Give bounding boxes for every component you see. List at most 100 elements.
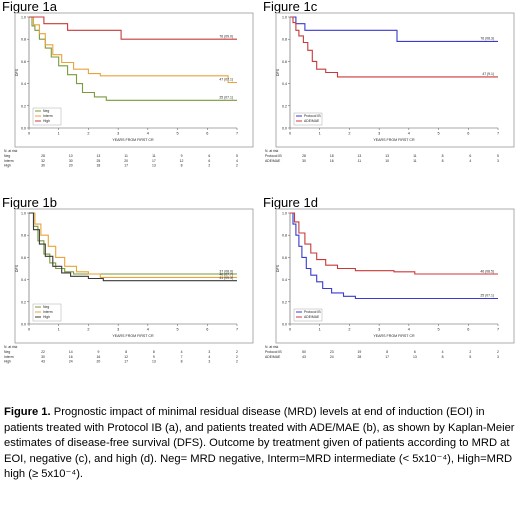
risk-table-cell: 20: [97, 360, 101, 364]
y-tick-label: 0.2: [282, 104, 287, 108]
x-tick-label: 0: [289, 328, 291, 332]
panel-title: Figure 1d: [263, 195, 318, 210]
risk-table-cell: 13: [385, 154, 389, 158]
series-end-label: 76 (09.0): [219, 34, 233, 38]
risk-table-cell: 8: [386, 350, 388, 354]
x-axis-label: YEARS FROM FIRST CR: [112, 334, 154, 338]
y-tick-label: 0.4: [21, 278, 26, 282]
risk-table-header: N. at risk: [4, 149, 18, 153]
x-tick-label: 3: [378, 328, 380, 332]
y-axis-label: DFS: [276, 68, 280, 76]
risk-table-cell: 4: [181, 350, 183, 354]
x-tick-label: 0: [28, 328, 30, 332]
risk-table-cell: 13: [152, 360, 156, 364]
risk-table-cell: 20: [124, 159, 128, 163]
panel-title: Figure 1a: [2, 0, 57, 14]
x-tick-label: 5: [438, 132, 440, 136]
series-end-label: 40 (07.7): [219, 273, 233, 277]
risk-table-cell: 9: [97, 350, 99, 354]
risk-table-cell: 17: [152, 159, 156, 163]
figure-1a-panel: Figure 1a 0.0 0.2 0.4 0.6 0.8 1.0 0 1 2 3 4 5 6 7 YEAR…: [2, 0, 258, 190]
risk-table-cell: 32: [41, 159, 45, 163]
x-tick-label: 1: [319, 328, 321, 332]
plot-frame: [14, 12, 254, 148]
x-tick-label: 4: [408, 328, 410, 332]
series-end-label: 47 (9.1): [482, 72, 494, 76]
risk-table-cell: 12: [180, 159, 184, 163]
panel-title: Figure 1c: [263, 0, 318, 14]
risk-table-cell: 24: [69, 360, 73, 364]
risk-table-row-label: Neg: [4, 154, 10, 158]
risk-table-header: N. at risk: [265, 149, 279, 153]
risk-table-cell: 16: [69, 355, 73, 359]
risk-table-cell: 8: [442, 355, 444, 359]
risk-table-cell: 24: [330, 355, 334, 359]
risk-table-cell: 13: [413, 355, 417, 359]
risk-table-cell: 6: [208, 154, 210, 158]
risk-table-cell: 13: [97, 154, 101, 158]
risk-table-cell: 30: [302, 159, 306, 163]
risk-table-row-label: High: [4, 360, 11, 364]
x-tick-label: 2: [87, 328, 89, 332]
x-tick-label: 2: [348, 132, 350, 136]
y-tick-label: 0.6: [282, 60, 287, 64]
km-curve-neg: [29, 212, 237, 275]
risk-table-cell: 3: [208, 360, 210, 364]
risk-table-row-label: High: [4, 164, 11, 168]
x-tick-label: 5: [438, 328, 440, 332]
figure-caption: Figure 1. Prognostic impact of minimal r…: [4, 405, 516, 483]
y-tick-label: 0.0: [21, 127, 26, 131]
risk-table-cell: 5: [497, 154, 499, 158]
x-tick-label: 7: [236, 132, 238, 136]
risk-table-cell: 3: [497, 355, 499, 359]
risk-table-row-label: Interm: [4, 159, 14, 163]
risk-table-row-label: ADE/MAE: [265, 159, 281, 163]
risk-table-cell: 43: [302, 355, 306, 359]
x-tick-label: 5: [177, 328, 179, 332]
y-tick-label: 0.4: [282, 278, 287, 282]
series-end-label: 46 (08.5): [480, 269, 494, 273]
risk-table-row-label: ADE/MAE: [265, 355, 281, 359]
km-curve-interm: [29, 16, 237, 84]
risk-table-cell: 7: [181, 355, 183, 359]
series-end-label: 41 (09.3): [219, 276, 233, 280]
km-chart-figure-1c: 0.0 0.2 0.4 0.6 0.8 1.0 0 1 2 3 4 5 6 7 YEARS FROM FIR…: [265, 12, 515, 163]
x-tick-label: 1: [58, 328, 60, 332]
plot-frame: [275, 12, 515, 148]
risk-table-cell: 6: [469, 154, 471, 158]
risk-table-cell: 6: [414, 350, 416, 354]
km-curve-protocol-ib: [290, 16, 498, 42]
risk-table-cell: 11: [413, 154, 417, 158]
legend-label: Interm: [43, 310, 53, 314]
legend-label: High: [43, 315, 50, 319]
x-tick-label: 1: [58, 132, 60, 136]
risk-table-cell: 11: [152, 154, 156, 158]
x-tick-label: 2: [87, 132, 89, 136]
risk-table-cell: 30: [41, 164, 45, 168]
km-curve-neg: [29, 16, 237, 101]
x-tick-label: 6: [206, 132, 208, 136]
legend-label: Interm: [43, 114, 53, 118]
risk-table-cell: 13: [358, 154, 362, 158]
y-tick-label: 0.2: [282, 300, 287, 304]
y-tick-label: 0.8: [21, 234, 26, 238]
x-tick-label: 3: [117, 132, 119, 136]
x-tick-label: 7: [497, 328, 499, 332]
risk-table-cell: 3: [497, 159, 499, 163]
risk-table-header: N. at risk: [265, 345, 279, 349]
risk-table-cell: 17: [124, 360, 128, 364]
series-end-label: 25 (07.1): [480, 294, 494, 298]
legend-label: ADE/MAE: [304, 315, 320, 319]
risk-table-cell: 4: [442, 350, 444, 354]
x-tick-label: 6: [467, 328, 469, 332]
x-axis-label: YEARS FROM FIRST CR: [373, 138, 415, 142]
x-tick-label: 4: [147, 132, 149, 136]
risk-table-cell: 2: [236, 164, 238, 168]
risk-table-cell: 12: [124, 355, 128, 359]
y-axis-label: DFS: [15, 68, 19, 76]
y-tick-label: 0.0: [282, 127, 287, 131]
series-end-label: 47 (07.1): [219, 78, 233, 82]
risk-table-cell: 17: [385, 355, 389, 359]
figure-1d-panel: Figure 1d 0.0 0.2 0.4 0.6 0.8 1.0 0 1 2 3 4 5 6 7 YEAR…: [263, 196, 519, 386]
